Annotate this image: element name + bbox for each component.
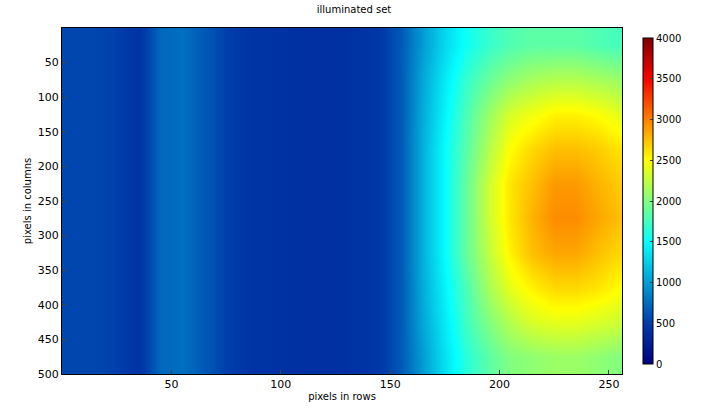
svg-text:3500: 3500 bbox=[656, 73, 681, 84]
svg-text:50: 50 bbox=[45, 56, 59, 69]
svg-text:100: 100 bbox=[270, 378, 291, 391]
svg-text:200: 200 bbox=[489, 378, 510, 391]
svg-text:illuminated set: illuminated set bbox=[317, 4, 392, 15]
svg-text:450: 450 bbox=[38, 333, 59, 346]
svg-text:pixels in rows: pixels in rows bbox=[308, 391, 376, 402]
svg-text:500: 500 bbox=[656, 318, 675, 329]
svg-text:3000: 3000 bbox=[656, 114, 681, 125]
svg-text:pixels in columns: pixels in columns bbox=[22, 158, 33, 244]
svg-text:2000: 2000 bbox=[656, 196, 681, 207]
svg-text:300: 300 bbox=[38, 229, 59, 242]
svg-text:50: 50 bbox=[164, 378, 178, 391]
svg-text:350: 350 bbox=[38, 264, 59, 277]
svg-text:100: 100 bbox=[38, 91, 59, 104]
svg-text:2500: 2500 bbox=[656, 155, 681, 166]
svg-text:200: 200 bbox=[38, 160, 59, 173]
svg-text:400: 400 bbox=[38, 299, 59, 312]
svg-text:250: 250 bbox=[598, 378, 619, 391]
svg-text:1500: 1500 bbox=[656, 236, 681, 247]
svg-text:150: 150 bbox=[380, 378, 401, 391]
svg-text:500: 500 bbox=[38, 368, 59, 381]
svg-text:150: 150 bbox=[38, 126, 59, 139]
svg-text:250: 250 bbox=[38, 195, 59, 208]
svg-text:4000: 4000 bbox=[656, 33, 681, 44]
svg-text:0: 0 bbox=[656, 359, 662, 370]
svg-text:1000: 1000 bbox=[656, 277, 681, 288]
